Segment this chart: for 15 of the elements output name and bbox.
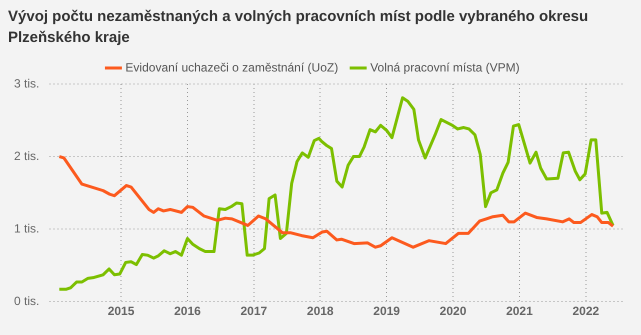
x-tick-label: 2018 (306, 304, 334, 318)
x-tick-label: 2020 (440, 304, 467, 318)
chart-title: Vývoj počtu nezaměstnaných a volných pracovních míst podle vybraného okresu Plzeňského kraje (7, 7, 590, 48)
y-tick-label: 2 tis. (14, 148, 40, 163)
y-tick-label: 1 tis. (14, 221, 40, 236)
x-tick-label: 2019 (373, 304, 400, 318)
y-tick-label: 3 tis. (14, 76, 40, 90)
x-tick-label: 2015 (108, 304, 135, 318)
legend-label: Evidovaní uchazeči o zaměstnání (UoZ) (125, 60, 338, 74)
x-tick-label: 2022 (572, 304, 600, 318)
x-tick-label: 2017 (240, 304, 268, 318)
legend-label: Volná pracovní místa (VPM) (370, 60, 520, 74)
x-tick-label: 2016 (174, 304, 202, 318)
y-tick-label: 0 tis. (14, 294, 40, 308)
x-tick-label: 2021 (506, 304, 534, 318)
